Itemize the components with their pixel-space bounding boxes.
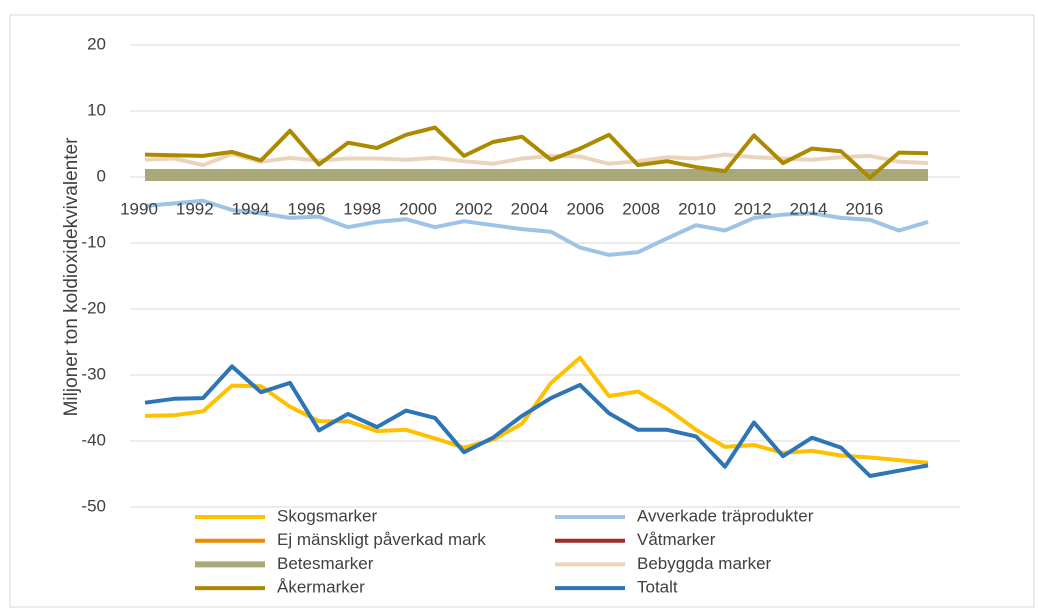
y-tick-label: 0 [97, 166, 106, 185]
x-tick-label: 2016 [845, 199, 883, 218]
series-line [144, 364, 929, 478]
x-tick-label: 2010 [678, 199, 716, 218]
x-tick-label: 1998 [343, 199, 381, 218]
x-tick-label: 1994 [232, 199, 270, 218]
y-tick-label: -40 [81, 430, 106, 449]
legend-label: Ej mänskligt påverkad mark [277, 530, 486, 549]
y-axis-title: Miljoner ton koldioxidekvivalenter [61, 137, 82, 416]
x-tick-label: 1990 [120, 199, 158, 218]
legend-label: Skogsmarker [277, 506, 377, 525]
legend-label: Åkermarker [277, 578, 365, 597]
x-tick-label: 2004 [511, 199, 549, 218]
legend-label: Avverkade träprodukter [637, 506, 814, 525]
y-tick-label: 20 [87, 34, 106, 53]
x-tick-label: 2000 [399, 199, 437, 218]
series-line [144, 125, 929, 180]
series-line [144, 198, 929, 257]
x-tick-label: 2006 [566, 199, 604, 218]
legend-label: Våtmarker [637, 530, 716, 549]
y-tick-label: -10 [81, 232, 106, 251]
y-tick-label: 10 [87, 100, 106, 119]
series-line [144, 151, 929, 168]
chart-frame [9, 14, 1035, 608]
x-tick-label: 2012 [734, 199, 772, 218]
series-line [144, 355, 929, 465]
y-tick-label: -20 [81, 298, 106, 317]
x-tick-label: 2008 [622, 199, 660, 218]
x-tick-label: 1996 [287, 199, 325, 218]
legend-label: Totalt [637, 578, 678, 597]
legend-label: Bebyggda marker [637, 554, 772, 573]
x-tick-label: 2014 [790, 199, 828, 218]
x-tick-label: 2002 [455, 199, 493, 218]
x-tick-label: 1992 [176, 199, 214, 218]
y-tick-label: -30 [81, 364, 106, 383]
y-tick-label: -50 [81, 496, 106, 515]
legend-label: Betesmarker [277, 554, 374, 573]
